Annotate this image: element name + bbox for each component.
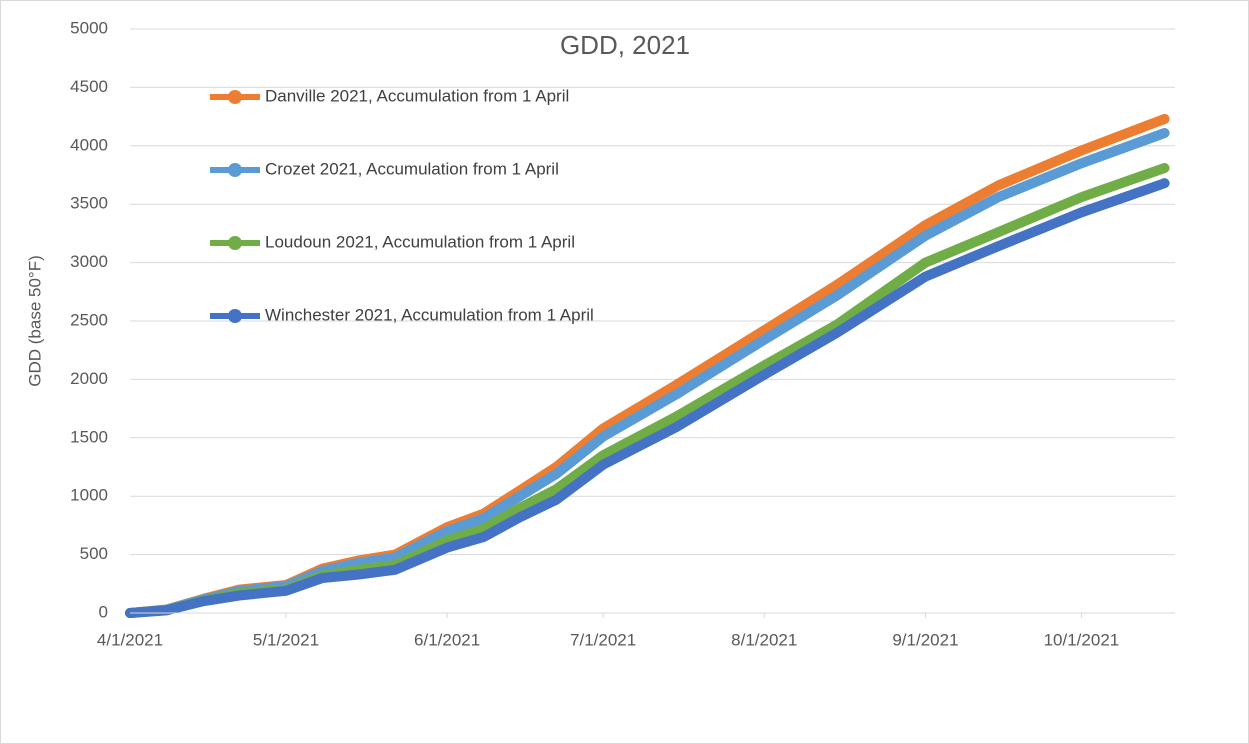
x-tick-label: 7/1/2021	[570, 630, 636, 649]
legend-marker	[228, 309, 242, 323]
x-tick-label: 8/1/2021	[731, 630, 797, 649]
legend-label: Winchester 2021, Accumulation from 1 Apr…	[265, 305, 594, 324]
chart-title: GDD, 2021	[560, 30, 690, 60]
y-axis-title: GDD (base 50°F)	[25, 255, 44, 387]
y-tick-label: 3000	[70, 252, 108, 271]
y-tick-label: 1000	[70, 486, 108, 505]
x-tick-label: 4/1/2021	[97, 630, 163, 649]
y-tick-label: 500	[80, 544, 108, 563]
legend-marker	[228, 163, 242, 177]
legend-label: Crozet 2021, Accumulation from 1 April	[265, 159, 559, 178]
y-tick-label: 2000	[70, 369, 108, 388]
x-tick-label: 9/1/2021	[892, 630, 958, 649]
legend-label: Danville 2021, Accumulation from 1 April	[265, 86, 569, 105]
x-tick-label: 10/1/2021	[1044, 630, 1120, 649]
y-tick-label: 4500	[70, 77, 108, 96]
y-tick-label: 3500	[70, 194, 108, 213]
series-line	[125, 178, 1170, 618]
x-tick-label: 5/1/2021	[253, 630, 319, 649]
y-tick-label: 5000	[70, 18, 108, 37]
y-tick-label: 4000	[70, 135, 108, 154]
y-tick-label: 1500	[70, 427, 108, 446]
legend-label: Loudoun 2021, Accumulation from 1 April	[265, 232, 575, 251]
x-tick-label: 6/1/2021	[414, 630, 480, 649]
legend-marker	[228, 236, 242, 250]
legend-marker	[228, 90, 242, 104]
y-tick-label: 0	[99, 602, 108, 621]
y-tick-label: 2500	[70, 310, 108, 329]
